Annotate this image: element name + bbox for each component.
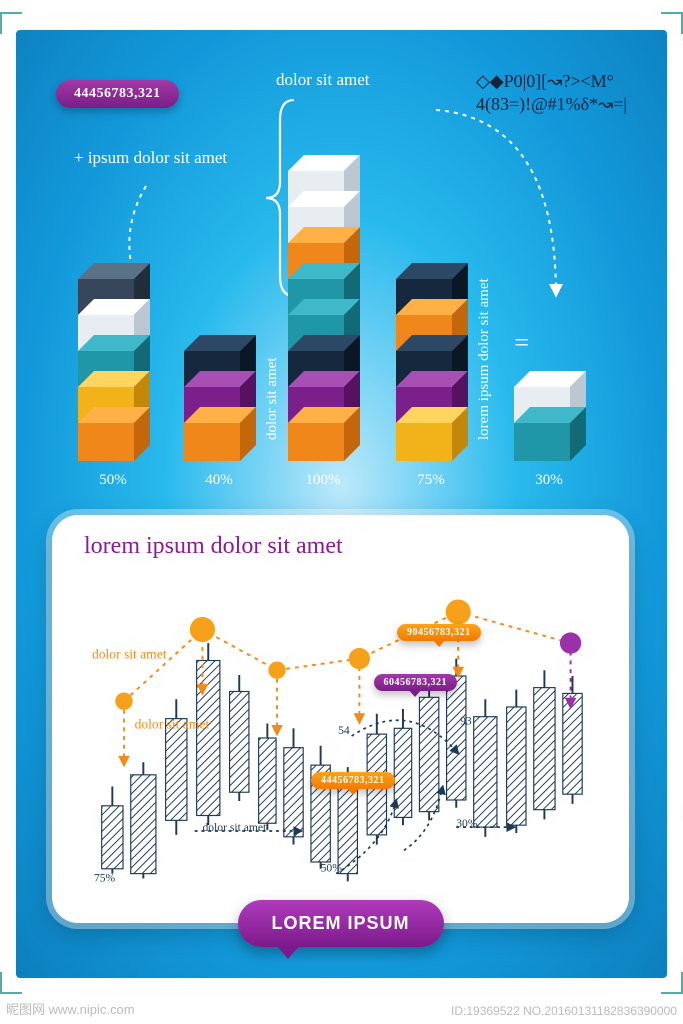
cube-column (288, 173, 344, 461)
column-side-label: dolor sit amet (264, 358, 281, 441)
chart-annotation: 50% (321, 862, 343, 875)
column-side-label: lorem ipsum dolor sit amet (476, 278, 493, 440)
cube (78, 423, 134, 461)
cube-column (184, 353, 240, 461)
cube-chart: 50%40%dolor sit amet100%75%lorem ipsum d… (66, 190, 621, 485)
column-pct-label: 50% (68, 472, 158, 489)
chart-badge: 60456783,321 (374, 674, 458, 691)
watermark-right: ID:19369522 NO.20160131182836390000 (451, 1004, 677, 1018)
panel-title: lorem ipsum dolor sit amet (52, 515, 629, 560)
chart-annotation: dolor sit amet (202, 821, 267, 834)
chart-annotation: 93 (460, 714, 472, 727)
column-pct-label: 40% (174, 472, 264, 489)
column-pct-label: 30% (504, 472, 594, 489)
chart-annotation: dolor sit amet (92, 647, 167, 662)
chart-annotation: 54 (338, 724, 350, 737)
cta-button[interactable]: LOREM IPSUM (237, 900, 443, 947)
cube (288, 423, 344, 461)
column-pct-label: 75% (386, 472, 476, 489)
cube-column (78, 281, 134, 461)
chart-annotation: 30% (456, 817, 478, 830)
candlestick-chart: dolor sit amet dolor sit amet 54 93 dolor si… (70, 583, 610, 893)
chart-annotation: dolor sit amet (135, 716, 210, 731)
poster: 44456783,321 ◇◆Ρ0|0][↝?><Μ° 4(83=)!@#1%δ… (16, 30, 667, 978)
chart-annotation: 75% (94, 871, 116, 884)
cube-column (514, 389, 570, 461)
candlestick-panel: lorem ipsum dolor sit amet (52, 515, 629, 923)
watermark-left: 昵图网 www.nipic.com (6, 999, 135, 1018)
column-pct-label: 100% (278, 472, 368, 489)
cube (396, 423, 452, 461)
cube (514, 423, 570, 461)
cube-column (396, 281, 452, 461)
cube (184, 423, 240, 461)
chart-badge: 44456783,321 (311, 772, 395, 789)
chart-badge: 90456783,321 (397, 624, 481, 641)
